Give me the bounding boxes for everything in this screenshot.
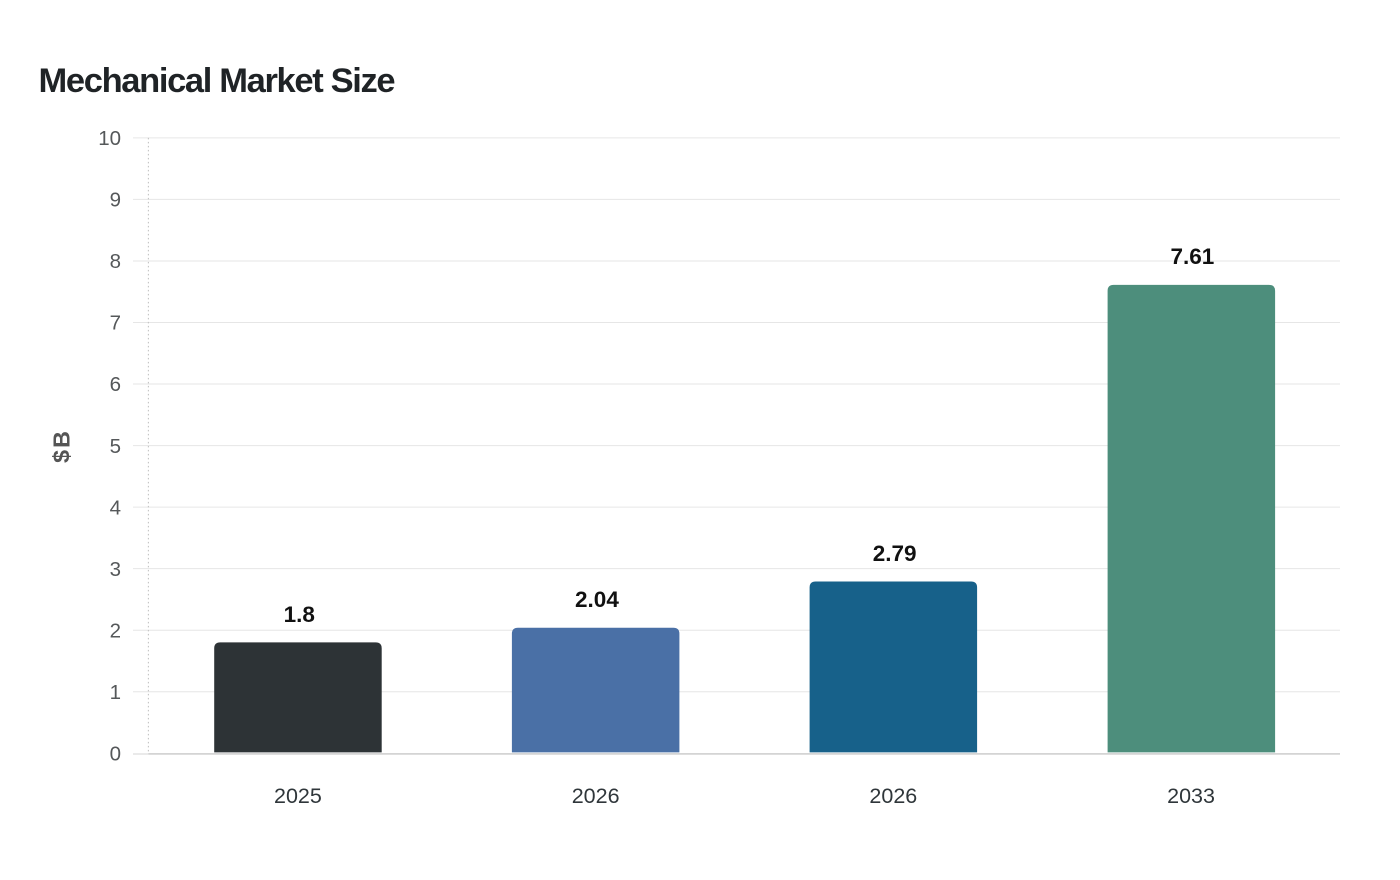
svg-text:2.04: 2.04 [575,587,619,612]
svg-text:8: 8 [110,250,121,273]
svg-text:3: 3 [110,558,121,581]
svg-text:6: 6 [110,373,121,396]
svg-text:5: 5 [110,435,121,458]
svg-text:2033: 2033 [1167,784,1215,808]
svg-text:2: 2 [110,619,121,642]
svg-text:2.79: 2.79 [873,541,917,566]
svg-text:7: 7 [110,312,121,335]
svg-text:1: 1 [110,681,121,704]
svg-text:Mechanical Market Size: Mechanical Market Size [39,62,396,100]
svg-text:$B: $B [49,429,75,463]
svg-text:10: 10 [98,127,121,150]
svg-text:4: 4 [110,496,121,519]
svg-text:0: 0 [110,742,121,765]
svg-text:2026: 2026 [869,784,917,808]
svg-text:2026: 2026 [572,784,620,808]
svg-text:1.8: 1.8 [284,602,315,627]
svg-text:2025: 2025 [274,784,322,808]
svg-text:9: 9 [110,189,121,212]
svg-text:7.61: 7.61 [1170,244,1214,269]
